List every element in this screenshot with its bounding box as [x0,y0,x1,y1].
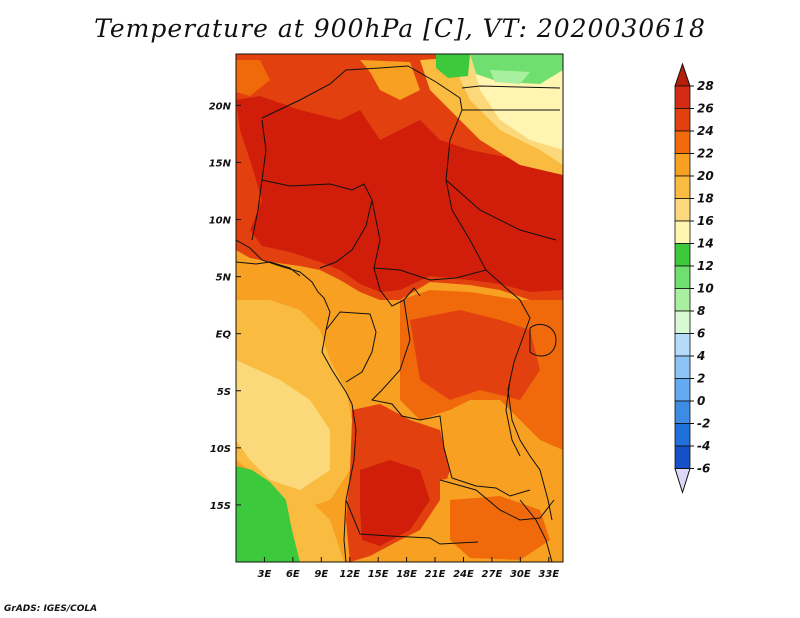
border-mozambique [519,499,553,562]
field-18-northeast [440,54,563,170]
border-angola [345,499,479,545]
temperature-field [236,54,563,562]
border-nigeria [261,179,373,269]
field-24-southeast [450,496,550,560]
lat-tick-label: 15S [210,501,231,512]
lat-tick-label: 5S [217,387,231,398]
lon-tick-label: 33E [538,569,559,580]
lat-tick-label: 10S [210,444,231,455]
field-20-southwest [286,500,344,562]
lon-tick-label: 18E [396,569,417,580]
colorbar-label: 10 [697,282,714,296]
colorbar-band [674,288,691,312]
lon-tick-label: 30E [510,569,531,580]
field-26-east [410,310,540,400]
lake-tanganyika [505,379,521,457]
lon-tick-label: 24E [453,569,474,580]
border-drc [370,299,531,497]
colorbar-band [674,355,691,379]
colorbar-band [674,333,691,357]
colorbar-band [674,378,691,402]
colorbar-label: 16 [697,214,714,228]
field-green-top [436,54,470,78]
colorbar-label: 0 [697,394,705,408]
lat-tick-label: EQ [216,330,232,341]
lon-tick-label: 6E [286,569,300,580]
lon-tick-label: 9E [314,569,328,580]
colorbar-band [674,423,691,447]
colorbar-label: 18 [697,192,714,206]
country-borders [236,65,561,562]
field-24-northwest [236,60,270,96]
colorbar-label: 20 [697,169,714,183]
lon-tick-label: 15E [368,569,389,580]
border-chad [445,85,561,271]
colorbar-label: 26 [697,102,714,116]
colorbar-label: 4 [696,349,705,363]
field-28-core [236,96,563,292]
lon-tick-label: 21E [425,569,446,580]
lat-tick-label: 15N [209,158,232,169]
field-palegreen-top [490,70,530,84]
lon-tick-label: 3E [258,569,272,580]
colorbar-label: 22 [697,147,714,161]
lon-tick-label: 12E [339,569,360,580]
field-28-south [360,460,430,546]
border-car-congo [373,267,421,307]
grads-credit: GrADS: IGES/COLA [4,604,98,614]
lat-tick-label: 20N [209,101,232,112]
colorbar-bottom-arrow [674,468,691,495]
field-22-strip-north [360,60,420,100]
map-frame [235,53,564,563]
colorbar-band [674,445,691,469]
colorbar-band [674,175,691,199]
border-gabon [325,311,377,383]
colorbar-band [674,108,691,132]
coastline-north-gulf [236,261,301,277]
border-cameroon [371,199,521,301]
colorbar-band [674,400,691,424]
colorbar-band [674,130,691,154]
colorbar-band [674,310,691,334]
colorbar-band [674,220,691,244]
lon-tick-label: 27E [482,569,503,580]
colorbar-band [674,153,691,177]
colorbar-label: 14 [697,237,714,251]
longitude-axis: 3E 6E 9E 12E 15E 18E 21E 24E 27E 30E 33E [258,557,559,580]
colorbar-band [674,265,691,289]
lat-tick-label: 5N [216,273,232,284]
colorbar-label: 6 [697,327,705,341]
field-18-west [236,360,330,490]
colorbar-label: 2 [697,372,705,386]
lake-victoria [529,324,557,357]
colorbar-band [674,243,691,267]
colorbar-band [674,85,691,109]
border-sudan [445,109,560,241]
colorbar-label: 24 [697,124,714,138]
border-westafrica [251,119,267,241]
field-green-southwest [236,466,300,562]
colorbar-label: -2 [697,417,710,431]
border-niger [261,65,463,119]
field-20-northeast [420,58,563,175]
latitude-axis: 20N 15N 10N 5N EQ 5S 10S 15S [209,101,241,512]
lat-tick-label: 10N [209,216,232,227]
colorbar-band [674,198,691,222]
colorbar-label: 28 [697,79,714,93]
colorbar-label: 8 [697,304,705,318]
border-east [507,299,553,521]
colorbar-label: 12 [697,259,714,273]
colorbar-top-arrow [674,62,691,87]
colorbar-label: -4 [697,439,710,453]
colorbar-label: -6 [697,462,710,476]
chart-title: Temperature at 900hPa [C], VT: 202003061… [94,14,706,43]
border-zambia [439,479,555,521]
